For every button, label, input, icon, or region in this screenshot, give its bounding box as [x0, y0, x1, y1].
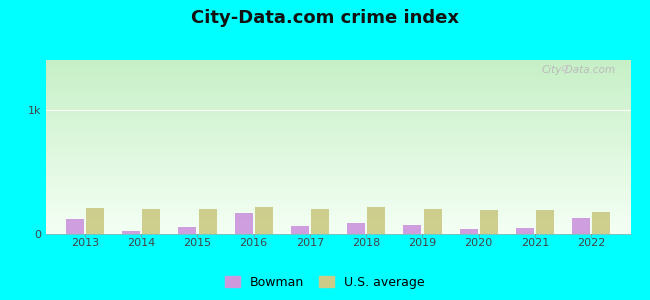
- Bar: [122, 230, 140, 234]
- Bar: [178, 226, 196, 234]
- Bar: [515, 228, 534, 234]
- Bar: [536, 210, 554, 234]
- Bar: [235, 214, 252, 234]
- Text: City-Data.com crime index: City-Data.com crime index: [191, 9, 459, 27]
- Text: City-Data.com: City-Data.com: [541, 65, 616, 75]
- Bar: [311, 209, 329, 234]
- Bar: [86, 208, 104, 234]
- Bar: [592, 212, 610, 234]
- Bar: [460, 229, 478, 234]
- Bar: [424, 209, 441, 234]
- Bar: [198, 209, 216, 234]
- Text: ⚲: ⚲: [561, 64, 569, 74]
- Bar: [572, 218, 590, 234]
- Bar: [291, 226, 309, 234]
- Bar: [367, 207, 385, 234]
- Bar: [142, 209, 161, 234]
- Bar: [347, 224, 365, 234]
- Legend: Bowman, U.S. average: Bowman, U.S. average: [220, 271, 430, 294]
- Bar: [66, 219, 84, 234]
- Bar: [403, 225, 421, 234]
- Bar: [255, 207, 273, 234]
- Bar: [480, 210, 498, 234]
